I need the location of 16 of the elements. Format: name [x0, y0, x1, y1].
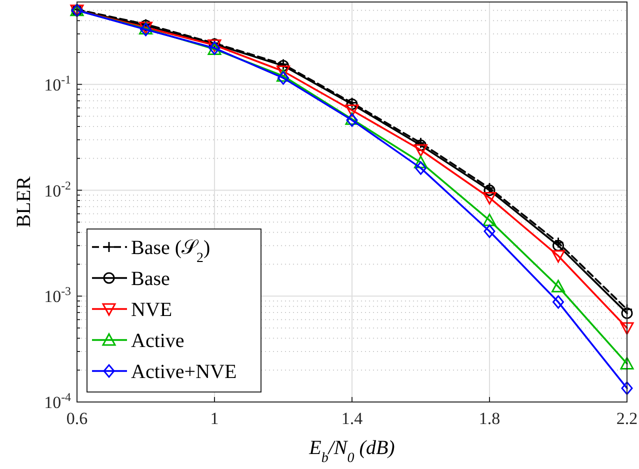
- legend-label: Base (𝒮$_{2}$): [131, 237, 210, 266]
- y-tick-label: 10$^{-4}$: [44, 390, 72, 412]
- y-tick-label: 10$^{-2}$: [44, 178, 72, 200]
- x-tick-label: 0.6: [66, 409, 88, 428]
- x-tick-label: 1: [210, 409, 219, 428]
- x-tick-label: 2.2: [616, 409, 638, 428]
- y-tick-label: 10$^{-1}$: [44, 72, 72, 94]
- legend-label: Active+NVE: [131, 361, 237, 383]
- y-tick-label: 10$^{-3}$: [44, 284, 72, 306]
- y-axis-title: BLER: [13, 176, 35, 228]
- legend-label: NVE: [131, 299, 172, 321]
- x-axis-title: E$_{b}$/N$_{0}$ (dB): [308, 437, 396, 466]
- x-tick-label: 1.4: [341, 409, 364, 428]
- legend-label: Base: [131, 268, 170, 290]
- x-tick-label: 1.8: [478, 409, 500, 428]
- legend-label: Active: [131, 330, 184, 352]
